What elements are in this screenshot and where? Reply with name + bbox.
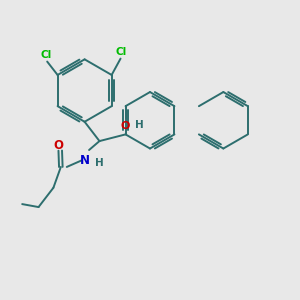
Text: H: H (134, 119, 143, 130)
Text: O: O (54, 139, 64, 152)
Text: Cl: Cl (40, 50, 51, 60)
Text: N: N (80, 154, 90, 167)
Text: H: H (95, 158, 104, 168)
Text: Cl: Cl (116, 47, 127, 57)
Text: O: O (121, 121, 130, 131)
